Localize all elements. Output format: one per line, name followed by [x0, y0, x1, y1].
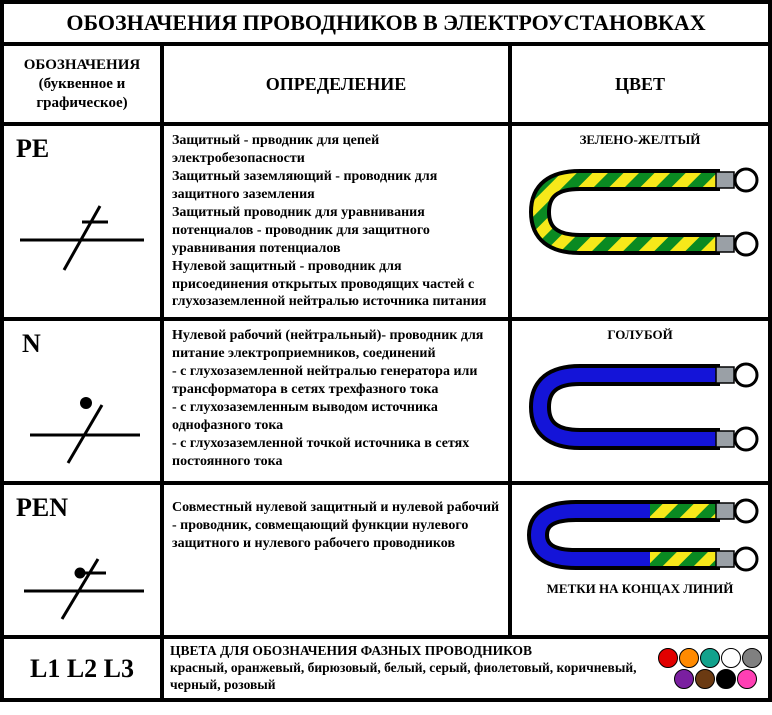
pen-designation-cell: PEN [2, 483, 162, 637]
pe-definition: Защитный - прводник для цепей электробез… [172, 132, 500, 311]
color-swatch [700, 648, 720, 668]
color-swatch [721, 648, 741, 668]
pe-cable-icon [520, 152, 760, 272]
table-title: ОБОЗНАЧЕНИЯ ПРОВОДНИКОВ В ЭЛЕКТРОУСТАНОВ… [2, 2, 770, 44]
phase-colors-list: красный, оранжевый, бирюзовый, белый, се… [170, 660, 647, 694]
row-pe: PE Защитный - прводник для цепей электро… [2, 124, 770, 319]
header-col2: ОПРЕДЕЛЕНИЕ [162, 44, 510, 124]
n-designation-cell: N [2, 319, 162, 483]
pen-color-label: МЕТКИ НА КОНЦАХ ЛИНИЙ [520, 581, 760, 597]
phase-labels: L1 L2 L3 [10, 654, 154, 684]
color-swatch [679, 648, 699, 668]
pe-color-label: ЗЕЛЕНО-ЖЕЛТЫЙ [520, 132, 760, 148]
conductor-designation-table: ОБОЗНАЧЕНИЯ ПРОВОДНИКОВ В ЭЛЕКТРОУСТАНОВ… [0, 0, 772, 702]
phase-title: ЦВЕТА ДЛЯ ОБОЗНАЧЕНИЯ ФАЗНЫХ ПРОВОДНИКОВ [170, 643, 647, 660]
pe-definition-cell: Защитный - прводник для цепей электробез… [162, 124, 510, 319]
color-swatch [737, 669, 757, 689]
color-swatch [742, 648, 762, 668]
pe-color-cell: ЗЕЛЕНО-ЖЕЛТЫЙ [510, 124, 770, 319]
header-col1: ОБОЗНАЧЕНИЯ (буквенное и графическое) [2, 44, 162, 124]
pe-symbol [12, 170, 152, 280]
n-label: N [22, 329, 152, 359]
row-n: N Нулевой рабочий (нейтральный)- проводн… [2, 319, 770, 483]
swatch-row-2 [657, 669, 762, 689]
pe-designation-cell: PE [2, 124, 162, 319]
n-definition: Нулевой рабочий (нейтральный)- проводник… [172, 327, 500, 470]
phase-swatches [657, 647, 762, 690]
phase-label-cell: L1 L2 L3 [2, 637, 162, 700]
n-color-label: ГОЛУБОЙ [520, 327, 760, 343]
pen-symbol [12, 529, 152, 629]
phase-content-cell: ЦВЕТА ДЛЯ ОБОЗНАЧЕНИЯ ФАЗНЫХ ПРОВОДНИКОВ… [162, 637, 770, 700]
color-swatch [716, 669, 736, 689]
n-cable-icon [520, 347, 760, 467]
pen-cable-icon [520, 491, 760, 579]
pen-color-cell: МЕТКИ НА КОНЦАХ ЛИНИЙ [510, 483, 770, 637]
row-phase: L1 L2 L3 ЦВЕТА ДЛЯ ОБОЗНАЧЕНИЯ ФАЗНЫХ ПР… [2, 637, 770, 700]
color-swatch [674, 669, 694, 689]
title-row: ОБОЗНАЧЕНИЯ ПРОВОДНИКОВ В ЭЛЕКТРОУСТАНОВ… [2, 2, 770, 44]
pen-definition: Совместный нулевой защитный и нулевой ра… [172, 491, 500, 553]
n-definition-cell: Нулевой рабочий (нейтральный)- проводник… [162, 319, 510, 483]
pe-label: PE [16, 134, 152, 164]
swatch-row-1 [657, 648, 762, 668]
row-pen: PEN Совместный нулевой защитный и нулево… [2, 483, 770, 637]
header-row: ОБОЗНАЧЕНИЯ (буквенное и графическое) ОП… [2, 44, 770, 124]
pen-definition-cell: Совместный нулевой защитный и нулевой ра… [162, 483, 510, 637]
header-col3: ЦВЕТ [510, 44, 770, 124]
color-swatch [658, 648, 678, 668]
n-symbol [12, 365, 152, 475]
n-color-cell: ГОЛУБОЙ [510, 319, 770, 483]
color-swatch [695, 669, 715, 689]
pen-label: PEN [16, 493, 152, 523]
